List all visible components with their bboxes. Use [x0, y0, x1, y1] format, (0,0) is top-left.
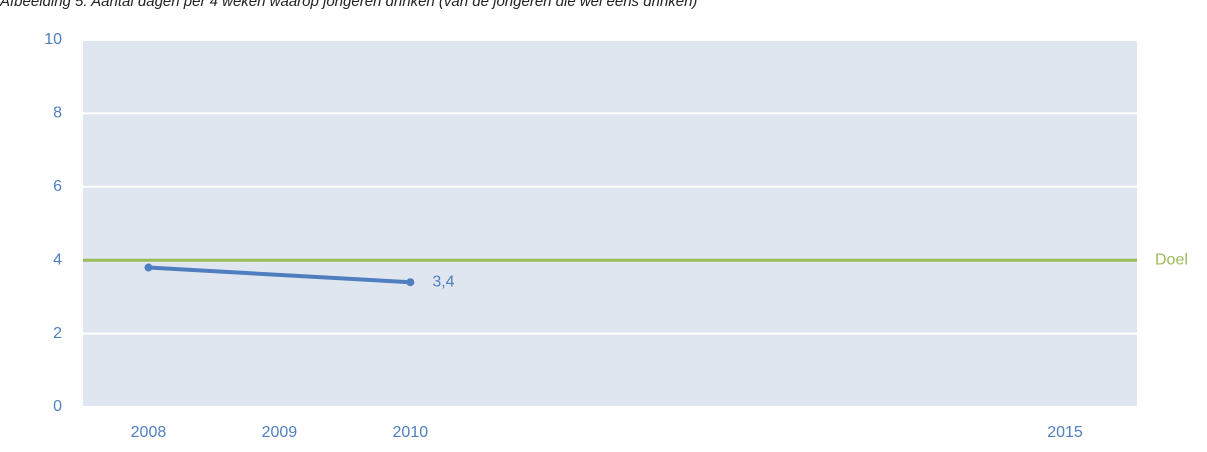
- data-point: [406, 278, 415, 287]
- data-point: [144, 263, 153, 272]
- reference-label: Doel: [1155, 251, 1188, 268]
- x-tick-label: 2015: [1047, 424, 1083, 441]
- y-tick-label: 6: [53, 178, 62, 195]
- x-tick-label: 2010: [393, 424, 429, 441]
- data-label: 3,4: [432, 273, 454, 290]
- y-tick-label: 4: [53, 251, 62, 268]
- plot-area: [83, 40, 1137, 407]
- y-tick-label: 8: [53, 105, 62, 122]
- chart-title: Afbeelding 5: Aantal dagen per 4 weken w…: [0, 0, 697, 10]
- y-tick-label: 10: [44, 31, 62, 48]
- x-tick-label: 2009: [262, 424, 298, 441]
- x-tick-label: 2008: [131, 424, 167, 441]
- y-tick-label: 0: [53, 398, 62, 415]
- y-tick-label: 2: [53, 325, 62, 342]
- data-line: [148, 265, 411, 285]
